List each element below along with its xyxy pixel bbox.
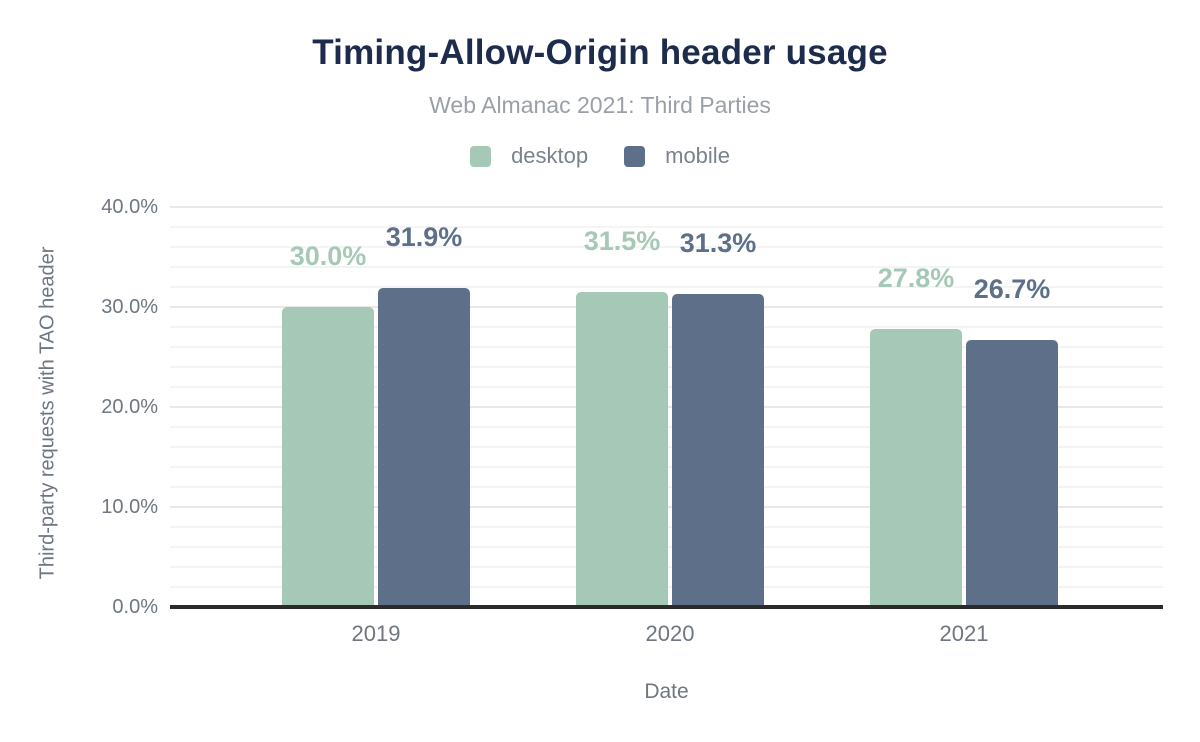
- y-tick-label: 40.0%: [101, 196, 158, 218]
- bar-label-mobile-2020: 31.3%: [679, 228, 757, 258]
- legend-swatch-desktop: [470, 145, 492, 167]
- y-tick-label: 0.0%: [112, 596, 158, 618]
- y-axis-title: Third-party requests with TAO header: [36, 246, 59, 580]
- grid-line-minor: [170, 246, 1163, 248]
- bar-label-mobile-2021: 26.7%: [973, 274, 1051, 304]
- legend-label-mobile: mobile: [665, 143, 730, 168]
- legend-label-desktop: desktop: [511, 143, 589, 168]
- bar-desktop-2019[interactable]: [282, 307, 374, 605]
- legend-item-mobile[interactable]: mobile: [624, 143, 730, 169]
- bar-desktop-2020[interactable]: [576, 292, 668, 605]
- x-axis-title: Date: [644, 680, 689, 703]
- bar-label-desktop-2020: 31.5%: [583, 226, 661, 256]
- grid-line-major: [170, 206, 1163, 208]
- bar-mobile-2019[interactable]: [378, 288, 470, 605]
- bar-label-desktop-2021: 27.8%: [877, 263, 955, 293]
- chart-subtitle: Web Almanac 2021: Third Parties: [429, 92, 771, 118]
- x-tick-label-2019: 2019: [351, 621, 401, 646]
- bar-label-desktop-2019: 30.0%: [289, 241, 367, 271]
- bar-mobile-2020[interactable]: [672, 294, 764, 605]
- x-tick-label-2020: 2020: [645, 621, 695, 646]
- y-tick-label: 20.0%: [101, 396, 158, 418]
- bar-label-mobile-2019: 31.9%: [385, 222, 463, 252]
- bar-mobile-2021[interactable]: [966, 340, 1058, 605]
- legend-item-desktop[interactable]: desktop: [470, 143, 588, 169]
- x-tick-label-2021: 2021: [939, 621, 989, 646]
- grid-line-minor: [170, 226, 1163, 228]
- grid-line-minor: [170, 286, 1163, 288]
- legend: desktop mobile: [0, 143, 1200, 169]
- bar-desktop-2021[interactable]: [870, 329, 962, 605]
- y-tick-label: 30.0%: [101, 296, 158, 318]
- x-axis-line: [170, 605, 1163, 609]
- chart-title: Timing-Allow-Origin header usage: [312, 33, 888, 72]
- y-tick-label: 10.0%: [101, 496, 158, 518]
- legend-swatch-mobile: [624, 145, 646, 167]
- grid-line-minor: [170, 266, 1163, 268]
